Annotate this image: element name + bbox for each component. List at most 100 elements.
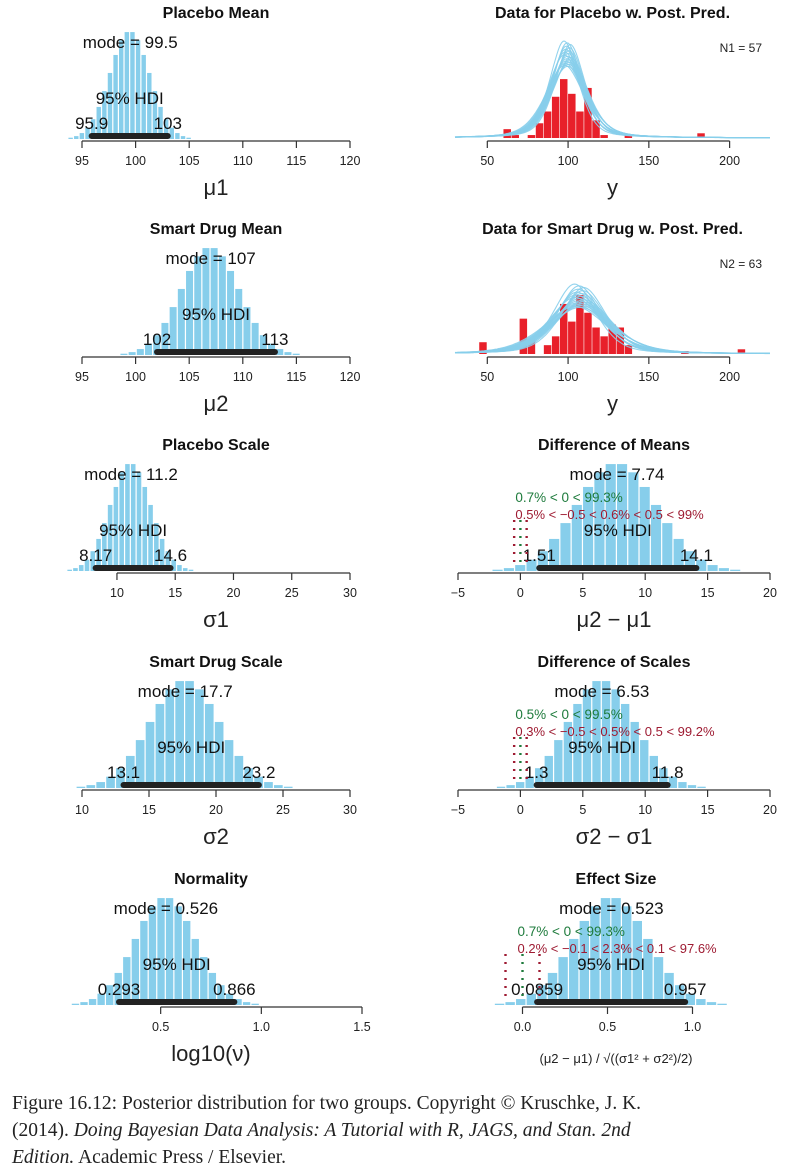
posterior-bar bbox=[673, 538, 684, 571]
x-tick-label: 15 bbox=[701, 803, 715, 817]
x-tick-label: 100 bbox=[558, 154, 579, 168]
x-tick-label: 20 bbox=[209, 803, 223, 817]
posterior-bar bbox=[276, 349, 284, 355]
x-tick-label: 50 bbox=[480, 370, 494, 384]
posterior-bar bbox=[605, 464, 616, 571]
panel-title: Data for Placebo w. Post. Pred. bbox=[495, 5, 730, 22]
hdi-label: 95% HDI bbox=[568, 738, 636, 757]
posterior-bar bbox=[124, 32, 130, 139]
posterior-bar bbox=[123, 957, 131, 1005]
posterior-bar bbox=[583, 486, 594, 571]
x-tick-label: 15 bbox=[142, 803, 156, 817]
posterior-bar bbox=[188, 569, 194, 571]
posterior-bar bbox=[218, 256, 226, 355]
data-bar bbox=[568, 93, 576, 138]
hdi-low-label: 8.17 bbox=[79, 546, 112, 565]
x-tick-label: 150 bbox=[638, 370, 659, 384]
posterior-bar bbox=[194, 256, 202, 355]
rope-label: 0.3% < −0.5 < 0.5% < 0.5 < 99.2% bbox=[515, 724, 715, 739]
hdi-low-label: 102 bbox=[143, 330, 171, 349]
posterior-bar bbox=[696, 999, 706, 1005]
comparison-label: 0.7% < 0 < 99.3% bbox=[518, 924, 625, 939]
posterior-bar bbox=[136, 349, 144, 355]
posterior-bar bbox=[251, 1003, 259, 1005]
posterior-bar bbox=[113, 54, 118, 140]
data-bar bbox=[600, 135, 608, 138]
posterior-bar bbox=[706, 1002, 717, 1005]
posterior-bar bbox=[191, 938, 199, 1005]
hdi-low-label: 1.3 bbox=[525, 763, 549, 782]
posterior-bar bbox=[227, 270, 235, 355]
x-tick-label: 20 bbox=[763, 586, 777, 600]
posterior-bar bbox=[120, 353, 128, 355]
hdi-label: 95% HDI bbox=[584, 521, 652, 540]
posterior-bar bbox=[186, 137, 191, 139]
posterior-bar bbox=[620, 703, 630, 788]
posterior-bar bbox=[165, 689, 175, 788]
posterior-bar bbox=[526, 993, 537, 1005]
panel-title: Data for Smart Drug w. Post. Pred. bbox=[482, 221, 743, 238]
posterior-bar bbox=[80, 1002, 88, 1005]
data-bar bbox=[624, 345, 633, 354]
posterior-bar bbox=[125, 755, 135, 788]
posterior-bar bbox=[697, 786, 706, 788]
posterior-bar bbox=[630, 721, 639, 788]
x-tick-label: 25 bbox=[276, 803, 290, 817]
x-tick-label: 110 bbox=[233, 154, 253, 168]
data-bar bbox=[737, 349, 746, 354]
posterior-bar bbox=[718, 568, 729, 571]
data-bar bbox=[527, 339, 536, 354]
hdi-high-label: 103 bbox=[154, 114, 182, 133]
data-bar bbox=[608, 324, 616, 354]
posterior-bar bbox=[135, 40, 141, 139]
hdi-high-label: 23.2 bbox=[242, 763, 275, 782]
posterior-bar bbox=[525, 776, 534, 788]
posterior-bar bbox=[244, 768, 254, 788]
pred-curve bbox=[455, 42, 770, 139]
panel-title: Normality bbox=[174, 871, 248, 888]
hdi-high-label: 113 bbox=[261, 330, 288, 349]
panel-diff-means: Difference of Means −5 0 5 10 15 20 μ2 − μ1 95% … bbox=[451, 437, 777, 632]
x-tick-label: 1.0 bbox=[684, 1020, 701, 1034]
mode-label: mode = 17.7 bbox=[138, 682, 233, 701]
posterior-bar bbox=[535, 768, 544, 788]
panel-title: Difference of Scales bbox=[538, 654, 691, 671]
x-axis-label: μ1 bbox=[204, 175, 229, 200]
posterior-bar bbox=[259, 335, 267, 355]
x-tick-label: 0 bbox=[517, 586, 524, 600]
x-tick-label: 20 bbox=[227, 586, 241, 600]
posterior-bar bbox=[90, 119, 96, 139]
posterior-bar bbox=[590, 906, 600, 1005]
posterior-bar bbox=[560, 523, 571, 571]
panel-smart-data: Data for Smart Drug w. Post. Pred. 50 100 1… bbox=[454, 221, 771, 416]
posterior-bar bbox=[696, 559, 707, 571]
posterior-bar bbox=[208, 972, 217, 1005]
x-tick-label: 100 bbox=[125, 154, 146, 168]
data-bar bbox=[576, 295, 584, 354]
hdi-high-label: 0.957 bbox=[664, 980, 707, 999]
posterior-bar bbox=[145, 343, 153, 355]
posterior-bar bbox=[639, 486, 650, 571]
posterior-bar bbox=[113, 486, 119, 571]
posterior-bar bbox=[600, 898, 611, 1005]
posterior-bar bbox=[131, 938, 140, 1005]
posterior-bar bbox=[234, 755, 244, 788]
x-tick-label: −5 bbox=[451, 803, 465, 817]
posterior-bar bbox=[628, 472, 639, 571]
mode-label: mode = 0.523 bbox=[559, 899, 663, 918]
posterior-bar bbox=[210, 248, 218, 355]
posterior-bar bbox=[592, 681, 601, 788]
posterior-bar bbox=[659, 768, 668, 788]
data-bar bbox=[511, 135, 520, 138]
posterior-bar bbox=[68, 137, 73, 139]
posterior-bar bbox=[283, 786, 293, 788]
data-bar bbox=[697, 133, 705, 138]
panel-title: Placebo Scale bbox=[162, 437, 270, 454]
n-label: N1 = 57 bbox=[720, 41, 763, 55]
posterior-bar bbox=[662, 523, 673, 571]
posterior-bar bbox=[165, 551, 171, 571]
posterior-bar bbox=[558, 957, 568, 1005]
caption-line-1: Figure 16.12: Posterior distribution for… bbox=[12, 1093, 642, 1114]
